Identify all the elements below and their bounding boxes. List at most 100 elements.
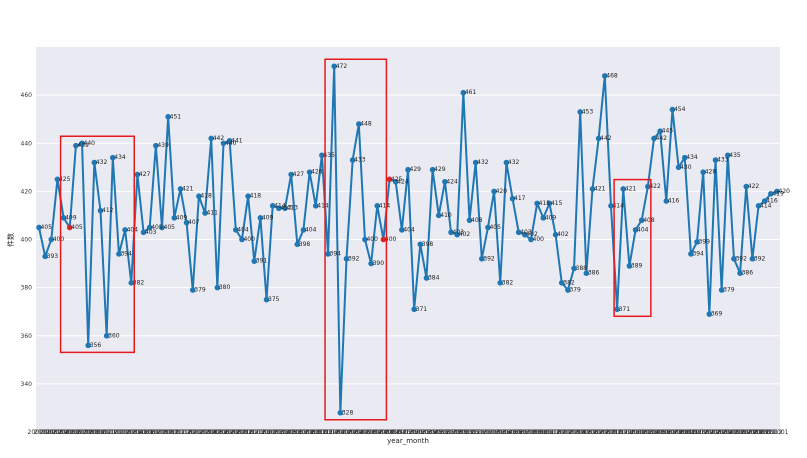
x-tick-label: 200804 <box>636 429 659 436</box>
data-point <box>743 183 750 190</box>
x-tick-label: 200609 <box>520 429 543 436</box>
x-tick-label: 200412 <box>390 429 413 436</box>
data-point <box>257 215 264 221</box>
data-label: 404 <box>403 226 415 233</box>
x-tick-label: 200506 <box>427 429 450 436</box>
data-label: 405 <box>151 224 163 231</box>
data-label: 439 <box>77 142 89 149</box>
x-tick-label: 200308 <box>292 429 315 436</box>
data-label: 404 <box>237 226 249 233</box>
data-label: 421 <box>625 185 637 192</box>
data-label: 414 <box>760 202 772 209</box>
data-point <box>663 198 670 204</box>
data-point <box>466 217 473 224</box>
x-tick-label: 200012 <box>95 429 118 436</box>
data-label: 461 <box>465 89 477 96</box>
x-tick-label: 200707 <box>581 429 604 436</box>
data-label: 392 <box>483 255 495 262</box>
data-point <box>122 227 128 233</box>
data-label: 416 <box>668 198 680 205</box>
data-point <box>737 270 743 276</box>
data-label: 429 <box>434 166 446 173</box>
data-point <box>312 203 319 209</box>
data-point <box>528 236 534 243</box>
data-point <box>583 270 590 276</box>
data-point <box>66 224 73 231</box>
highlight-box <box>59 135 135 354</box>
data-point <box>208 135 214 142</box>
x-tick-label: 200806 <box>649 429 672 436</box>
data-label: 403 <box>520 229 532 236</box>
x-tick-label: 200204 <box>194 429 217 436</box>
x-tick-label: 200910 <box>747 429 770 436</box>
data-label: 440 <box>84 140 96 147</box>
x-tick-label: 200508 <box>440 429 463 436</box>
y-tick-label: 460 <box>21 92 33 99</box>
data-label: 409 <box>545 214 557 221</box>
data-label: 388 <box>576 265 588 272</box>
data-point <box>577 109 583 115</box>
data-label: 453 <box>582 108 594 115</box>
x-tick-label: 200906 <box>722 429 745 436</box>
data-label: 386 <box>742 270 754 277</box>
data-point <box>319 152 325 159</box>
data-label: 407 <box>188 219 200 226</box>
data-label: 434 <box>114 154 126 161</box>
data-label: 399 <box>699 238 711 245</box>
x-tick-label: 200708 <box>587 429 610 436</box>
data-point <box>565 287 571 293</box>
x-tick-label: 200511 <box>458 429 481 436</box>
x-tick-label: 200201 <box>175 429 198 436</box>
x-tick-label: 200809 <box>667 429 690 436</box>
data-label: 392 <box>735 255 747 262</box>
data-label: 442 <box>213 135 225 142</box>
data-label: 432 <box>508 159 520 166</box>
data-label: 400 <box>385 236 397 243</box>
data-point <box>146 224 153 231</box>
data-point <box>36 224 42 231</box>
x-tick-label: 200104 <box>120 429 143 436</box>
data-label: 328 <box>342 409 354 416</box>
x-tick-label: 200008 <box>71 429 94 436</box>
data-label: 360 <box>108 332 120 339</box>
x-tick-label: 200408 <box>366 429 389 436</box>
data-label: 400 <box>243 236 255 243</box>
x-tick-label: 200911 <box>753 429 776 436</box>
data-point <box>681 154 688 161</box>
data-label: 468 <box>606 72 618 79</box>
data-label: 409 <box>65 214 77 221</box>
data-point <box>282 205 288 212</box>
data-point <box>171 215 178 221</box>
x-tick-label: 200602 <box>476 429 499 436</box>
data-label: 409 <box>176 214 188 221</box>
x-tick-label: 200610 <box>526 429 549 436</box>
data-label: 371 <box>416 306 428 313</box>
data-label: 409 <box>262 214 274 221</box>
x-tick-label: 200811 <box>679 429 702 436</box>
data-label: 422 <box>748 183 760 190</box>
data-label: 417 <box>514 195 526 202</box>
series-points <box>36 63 780 416</box>
data-point <box>768 190 774 197</box>
x-tick-label: 200001 <box>28 429 51 436</box>
data-point <box>153 142 159 149</box>
x-tick-label: 200505 <box>421 429 444 436</box>
x-tick-label: 200612 <box>538 429 561 436</box>
data-point <box>60 215 67 221</box>
data-label: 435 <box>729 152 741 159</box>
x-tick-label: 200106 <box>132 429 155 436</box>
data-point <box>405 166 411 173</box>
x-tick-label: 200108 <box>144 429 167 436</box>
data-point <box>140 229 147 236</box>
x-tick-label: 200703 <box>556 429 579 436</box>
data-point <box>479 255 485 262</box>
data-point <box>196 193 202 199</box>
x-tick-label: 200407 <box>360 429 383 436</box>
data-point <box>608 203 614 209</box>
x-tick-label: 200504 <box>415 429 438 436</box>
data-label: 408 <box>643 217 655 224</box>
data-label: 421 <box>182 185 194 192</box>
data-point <box>657 128 663 135</box>
x-tick-label: 200406 <box>353 429 376 436</box>
x-tick-label: 200909 <box>741 429 764 436</box>
